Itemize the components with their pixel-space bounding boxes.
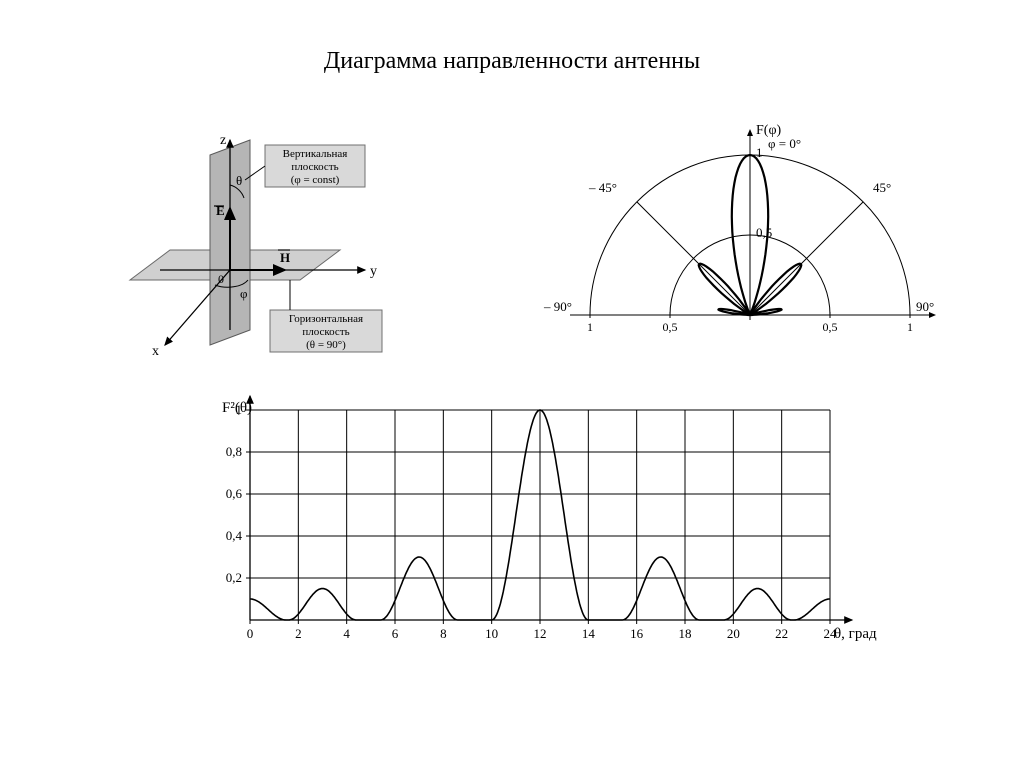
theta-label: θ: [236, 173, 242, 188]
ytick-label: 0,4: [226, 528, 243, 543]
xtick-label: 0: [247, 626, 254, 641]
polar-r1: 1: [756, 145, 763, 160]
xtick-label: 14: [582, 626, 596, 641]
xtick-label: 4: [343, 626, 350, 641]
box-vert-line2: плоскость: [291, 161, 338, 173]
box-horizontal: Горизонтальная плоскость (θ = 90°): [270, 280, 382, 352]
box-hor-line3: (θ = 90°): [306, 339, 346, 351]
polar-ang-m45: – 45°: [588, 180, 617, 195]
polar-ang-m90: – 90°: [543, 299, 572, 314]
polar-tick-p1: 1: [907, 320, 913, 334]
box-vert-line3: (φ = const): [291, 174, 340, 186]
xtick-label: 16: [630, 626, 644, 641]
xtick-label: 20: [727, 626, 740, 641]
box-hor-line1: Горизонтальная: [289, 313, 363, 325]
polar-radial: [637, 202, 750, 315]
axis-x-label: x: [152, 344, 159, 359]
xtick-label: 2: [295, 626, 302, 641]
polar-panel: F(φ)10,5φ = 0°45°– 45°– 90°90°10,50,51: [540, 120, 960, 350]
cartesian-svg: 0246810121416182022240,20,40,60,81F²(θ)θ…: [180, 390, 880, 670]
xtick-label: 18: [679, 626, 692, 641]
page-title: Диаграмма направленности антенны: [0, 48, 1024, 75]
polar-tick-m05: 0,5: [663, 320, 678, 334]
cart-xlabel: θ, град: [834, 626, 877, 642]
ytick-label: 0,8: [226, 444, 242, 459]
ytick-label: 0,2: [226, 570, 242, 585]
xtick-label: 6: [392, 626, 399, 641]
origin-label: 0: [218, 272, 224, 286]
cartesian-panel: 0246810121416182022240,20,40,60,81F²(θ)θ…: [180, 390, 880, 670]
diagram-3d-panel: z y x 0 θ φ E H Вертикальная плоскость (…: [120, 130, 400, 370]
polar-ang-p45: 45°: [873, 180, 891, 195]
vec-e-label: E: [216, 203, 225, 218]
xtick-label: 12: [534, 626, 547, 641]
polar-radial: [750, 202, 863, 315]
box-vertical: Вертикальная плоскость (φ = const): [245, 145, 365, 187]
box-hor-line2: плоскость: [302, 326, 349, 338]
ytick-label: 0,6: [226, 486, 243, 501]
cart-ylabel: F²(θ): [222, 400, 252, 416]
axis-z-label: z: [220, 133, 226, 148]
polar-svg: F(φ)10,5φ = 0°45°– 45°– 90°90°10,50,51: [540, 120, 960, 350]
polar-tick-m1: 1: [587, 320, 593, 334]
polar-tick-p05: 0,5: [823, 320, 838, 334]
polar-ang-p90: 90°: [916, 299, 934, 314]
xtick-label: 22: [775, 626, 788, 641]
polar-r05: 0,5: [756, 225, 772, 240]
xtick-label: 8: [440, 626, 447, 641]
vec-h-label: H: [280, 250, 290, 265]
diagram-3d-svg: z y x 0 θ φ E H Вертикальная плоскость (…: [120, 130, 400, 370]
phi-label: φ: [240, 286, 248, 301]
box-vert-line1: Вертикальная: [283, 148, 348, 160]
axis-y-label: y: [370, 264, 377, 279]
polar-phi0: φ = 0°: [768, 136, 801, 151]
xtick-label: 10: [485, 626, 498, 641]
